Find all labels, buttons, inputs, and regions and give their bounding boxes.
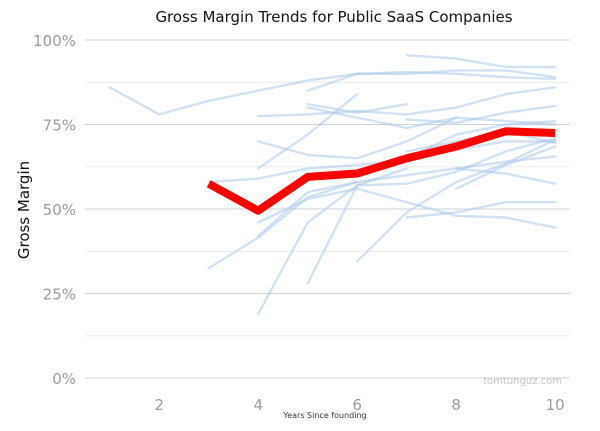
company-series (108, 54, 557, 315)
company-series-line (455, 167, 557, 185)
x-tick-label: 2 (154, 396, 164, 414)
company-series-line (405, 54, 557, 69)
axes: 0% 25% 50% 75% 100% 2 4 6 8 10 (33, 32, 565, 414)
company-series-line (257, 116, 458, 160)
x-tick-label: 10 (546, 396, 565, 414)
company-series-line (356, 138, 557, 263)
y-tick-label: 75% (43, 117, 76, 135)
y-tick-label: 50% (43, 201, 76, 219)
x-axis-label: Years Since founding (282, 411, 366, 420)
company-series-line (405, 200, 557, 219)
company-series-line (306, 106, 557, 130)
company-series-line (257, 155, 557, 238)
y-tick-label: 100% (33, 32, 76, 50)
company-series-line (455, 145, 557, 190)
x-tick-label: 6 (352, 396, 362, 414)
company-series-line (257, 187, 557, 229)
y-axis-label: Gross Margin (15, 161, 33, 259)
x-tick-label: 8 (451, 396, 461, 414)
highlight-series (206, 127, 556, 215)
company-series-line (306, 102, 408, 114)
company-series-line (108, 69, 557, 116)
company-series-line (306, 136, 557, 285)
watermark: tomtunguz.com (483, 376, 562, 387)
company-series-line (257, 86, 557, 118)
y-tick-label: 0% (52, 370, 76, 388)
company-series-line (306, 70, 557, 92)
y-tick-label: 25% (43, 286, 76, 304)
company-series-line (405, 104, 557, 125)
company-series-line (207, 180, 359, 270)
x-tick-label: 4 (253, 396, 263, 414)
company-series-line (257, 167, 408, 315)
company-series-line (257, 92, 359, 170)
grid (85, 39, 570, 379)
highlight-series-line (206, 127, 556, 215)
chart-title: Gross Margin Trends for Public SaaS Comp… (155, 8, 512, 26)
